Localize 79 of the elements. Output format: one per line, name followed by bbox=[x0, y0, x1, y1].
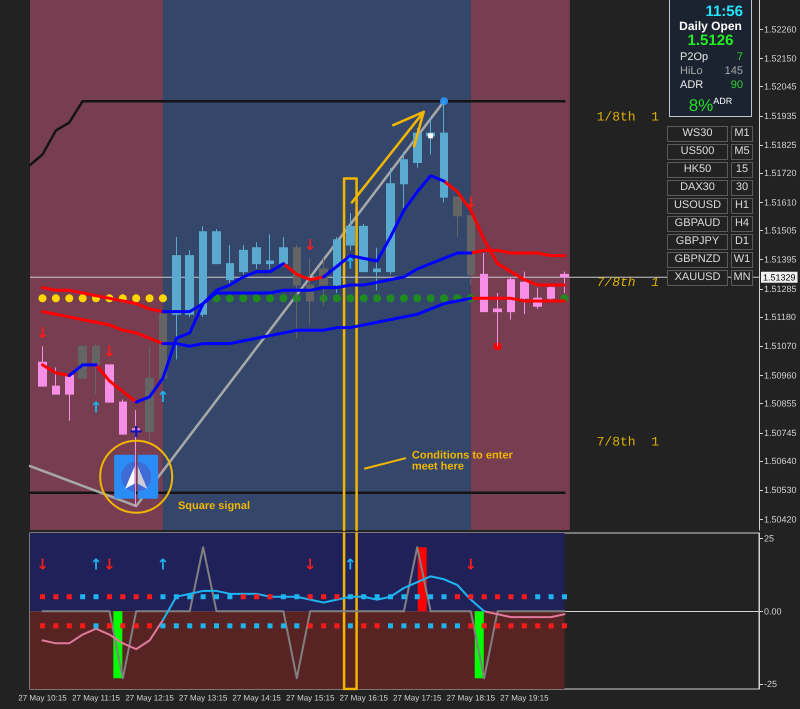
y-tick-label: 1.50640 bbox=[764, 456, 797, 466]
annotation: ↓ bbox=[36, 556, 49, 574]
annotation: GBPNZD bbox=[667, 252, 728, 268]
x-tick-label: 27 May 15:15 bbox=[286, 694, 335, 702]
annotation: 7/8th 1 bbox=[596, 274, 660, 290]
y-tick-label: 1.51395 bbox=[764, 254, 797, 265]
x-tick-label: 27 May 17:15 bbox=[393, 694, 442, 702]
x-tick-label: 27 May 18:15 bbox=[446, 694, 496, 702]
annotation: Conditions to enter meet here bbox=[412, 450, 516, 473]
annotation: XAUUSD bbox=[667, 270, 728, 286]
y-tick-label: -25 bbox=[764, 679, 778, 690]
annotation: ↓ bbox=[304, 556, 316, 574]
y-tick-label: 1.51720 bbox=[764, 168, 797, 178]
annotation: 15 bbox=[731, 162, 753, 178]
annotation: 1/8th 1 bbox=[596, 110, 660, 125]
annotation: MN bbox=[731, 270, 753, 286]
x-tick-label: 27 May 13:15 bbox=[178, 694, 228, 702]
y-tick-label: 1.51935 bbox=[764, 110, 797, 121]
x-tick-label: 27 May 12:15 bbox=[125, 694, 174, 702]
annotation: ADR bbox=[680, 78, 704, 90]
annotation: HiLo bbox=[680, 64, 703, 76]
annotation: ↑ bbox=[156, 556, 170, 574]
annotation: M1 bbox=[731, 126, 753, 142]
annotation: ↓ bbox=[103, 342, 116, 361]
annotation: 1.5126 bbox=[688, 32, 734, 49]
annotation: Daily Open bbox=[679, 19, 742, 33]
annotation: GBPAUD bbox=[667, 216, 728, 232]
annotation: DAX30 bbox=[667, 180, 728, 196]
annotation: 90 bbox=[730, 78, 743, 90]
annotation: 11:56 bbox=[705, 3, 743, 20]
x-tick-label: 27 May 10:15 bbox=[18, 694, 68, 702]
annotation: 30 bbox=[731, 180, 753, 196]
annotation: P2Op bbox=[680, 50, 708, 62]
x-tick-label: 27 May 14:15 bbox=[232, 694, 282, 702]
annotation: ↓ bbox=[464, 193, 478, 212]
x-tick-label: 27 May 16:15 bbox=[339, 694, 388, 702]
y-tick-label: 1.51180 bbox=[764, 312, 796, 322]
annotation: 7/8th 1 bbox=[596, 434, 660, 450]
annotation: Square signal bbox=[178, 500, 250, 512]
annotation: USOUSD bbox=[667, 198, 728, 214]
ref-line-label: 1.51329 bbox=[763, 272, 796, 282]
annotation: 7 bbox=[736, 50, 743, 62]
x-tick-label: 27 May 11:15 bbox=[72, 694, 121, 702]
y-tick-label: 1.52260 bbox=[764, 24, 797, 34]
y-tick-label: 1.50530 bbox=[764, 485, 797, 496]
annotation: ↓ bbox=[464, 556, 478, 574]
y-tick-label: 1.51610 bbox=[764, 197, 797, 208]
y-tick-label: 1.50745 bbox=[764, 428, 797, 438]
annotation: H1 bbox=[731, 198, 753, 214]
y-tick-label: 1.51505 bbox=[764, 225, 797, 236]
annotation: ↓ bbox=[103, 556, 116, 574]
annotation: ↑ bbox=[90, 556, 102, 574]
annotation: US500 bbox=[667, 144, 728, 160]
annotation: W1 bbox=[731, 252, 753, 268]
annotation: HK50 bbox=[667, 162, 728, 178]
y-tick-label: 1.52045 bbox=[764, 82, 797, 92]
annotation: ↑ bbox=[90, 398, 102, 416]
y-tick-label: 1.52150 bbox=[764, 54, 797, 64]
annotation: ↑ bbox=[344, 254, 357, 273]
annotation: 145 bbox=[724, 64, 743, 76]
y-tick-label: 1.51825 bbox=[764, 140, 797, 150]
x-tick-label: 27 May 19:15 bbox=[500, 694, 550, 702]
y-tick-label: 1.51285 bbox=[764, 284, 797, 294]
annotation: ↑ bbox=[344, 556, 357, 574]
annotation: 8%$^{ADR}$ bbox=[688, 96, 732, 115]
y-tick-label: 1.50420 bbox=[764, 514, 797, 524]
annotation: M5 bbox=[731, 144, 753, 160]
annotation: ↓ bbox=[304, 236, 316, 254]
y-tick-label: 1.50855 bbox=[764, 398, 797, 408]
annotation: D1 bbox=[731, 234, 753, 250]
y-tick-label: 25 bbox=[764, 534, 774, 544]
y-tick-label: 1.50960 bbox=[764, 370, 797, 381]
annotation: ↑ bbox=[156, 388, 170, 406]
annotation: GBPJPY bbox=[667, 234, 728, 250]
annotation: WS30 bbox=[667, 126, 728, 142]
annotation: H4 bbox=[731, 216, 753, 232]
annotation: ↓ bbox=[36, 324, 49, 342]
y-tick-label: 0.00 bbox=[764, 606, 782, 616]
y-tick-label: 1.51070 bbox=[764, 341, 797, 352]
